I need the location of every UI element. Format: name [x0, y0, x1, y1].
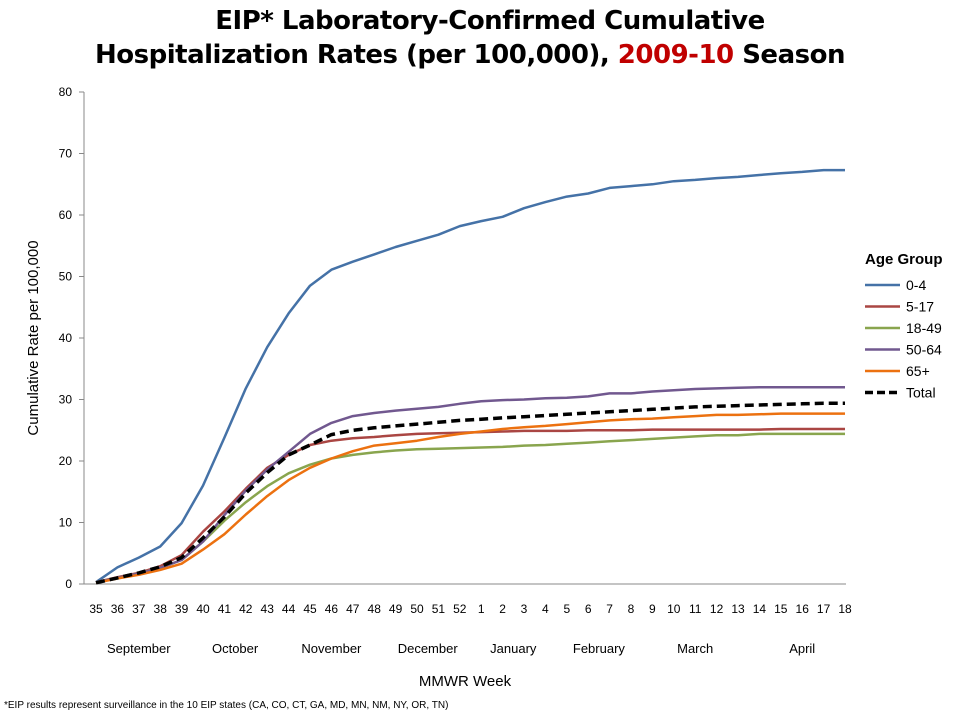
x-axis-title: MMWR Week	[419, 673, 512, 690]
legend-label: 5-17	[906, 299, 934, 315]
x-tick-label: 52	[453, 602, 467, 616]
x-tick-label: 10	[667, 602, 681, 616]
y-tick-label: 20	[59, 454, 73, 468]
x-tick-label: 1	[478, 602, 485, 616]
x-tick-label: 11	[689, 602, 702, 616]
x-tick-label: 36	[111, 602, 125, 616]
month-label: September	[107, 641, 171, 656]
series-line-5-17	[95, 427, 845, 584]
y-tick-label: 70	[59, 147, 73, 161]
chart-title-line1: EIP* Laboratory-Confirmed Cumulative	[20, 6, 960, 36]
legend-label: 50-64	[906, 342, 942, 358]
series-line-0-4	[95, 168, 845, 584]
x-tick-label: 15	[774, 602, 788, 616]
x-tick-label: 8	[628, 602, 635, 616]
y-tick-label: 30	[59, 393, 73, 407]
x-tick-label: 44	[282, 602, 296, 616]
x-tick-label: 45	[303, 602, 317, 616]
series-line-Total	[95, 401, 845, 585]
month-label: April	[789, 641, 815, 656]
legend-label: 65+	[906, 363, 930, 379]
month-label: October	[212, 641, 259, 656]
y-tick-label: 80	[59, 85, 73, 99]
title-text: Season	[742, 40, 845, 70]
x-tick-label: 5	[563, 602, 570, 616]
x-tick-label: 35	[89, 602, 103, 616]
series-line-18-49	[95, 432, 845, 584]
x-tick-label: 17	[817, 602, 831, 616]
series-line-50-64	[95, 385, 845, 584]
month-label: March	[677, 641, 713, 656]
title-text: EIP* Laboratory-Confirmed Cumulative	[215, 6, 765, 36]
x-tick-label: 42	[239, 602, 253, 616]
x-tick-label: 13	[731, 602, 745, 616]
x-tick-label: 47	[346, 602, 360, 616]
x-tick-label: 14	[753, 602, 767, 616]
y-axis-title: Cumulative Rate per 100,000	[25, 240, 42, 435]
month-label: January	[490, 641, 537, 656]
series-line-65+	[95, 412, 845, 585]
x-tick-label: 49	[389, 602, 403, 616]
title-season: 2009-10	[617, 40, 734, 70]
x-tick-label: 4	[542, 602, 549, 616]
x-tick-label: 51	[432, 602, 446, 616]
chart-title-line2: Hospitalization Rates (per 100,000), 200…	[0, 40, 940, 70]
x-tick-label: 38	[154, 602, 168, 616]
x-tick-label: 46	[325, 602, 339, 616]
x-tick-label: 6	[585, 602, 592, 616]
legend-label: 0-4	[906, 277, 926, 293]
y-tick-label: 0	[65, 577, 72, 591]
month-label: December	[398, 641, 459, 656]
title-text: Hospitalization Rates (per 100,000),	[95, 40, 610, 70]
x-tick-label: 18	[838, 602, 852, 616]
y-tick-label: 40	[59, 331, 73, 345]
x-tick-label: 50	[410, 602, 424, 616]
x-tick-label: 2	[499, 602, 506, 616]
legend-label: Total	[906, 385, 936, 401]
footnote: *EIP results represent surveillance in t…	[4, 700, 449, 711]
y-tick-label: 10	[59, 516, 73, 530]
x-tick-label: 7	[606, 602, 613, 616]
x-tick-label: 16	[796, 602, 810, 616]
legend-title: Age Group	[865, 251, 943, 268]
x-tick-label: 40	[196, 602, 210, 616]
x-tick-label: 43	[261, 602, 275, 616]
y-tick-label: 50	[59, 270, 73, 284]
month-label: November	[301, 641, 362, 656]
legend-label: 18-49	[906, 320, 942, 336]
x-tick-label: 37	[132, 602, 146, 616]
x-tick-label: 12	[710, 602, 724, 616]
x-tick-label: 41	[218, 602, 232, 616]
x-tick-label: 9	[649, 602, 656, 616]
x-tick-label: 3	[521, 602, 528, 616]
month-label: February	[573, 641, 626, 656]
x-tick-label: 39	[175, 602, 189, 616]
x-tick-label: 48	[368, 602, 382, 616]
y-tick-label: 60	[59, 208, 73, 222]
